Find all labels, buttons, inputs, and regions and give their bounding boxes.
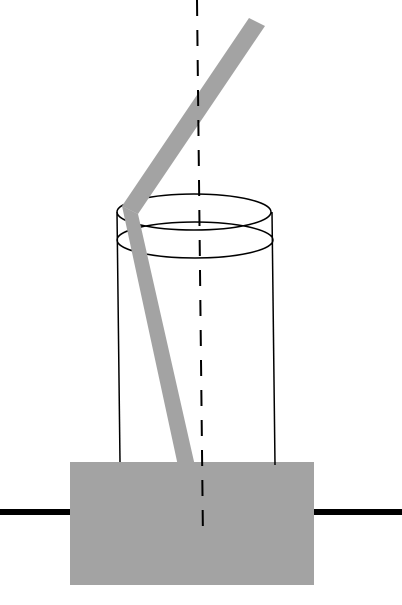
- dashed-vertical-axis: [196, 0, 204, 541]
- rod-upper-segment: [122, 18, 265, 214]
- water-surface: [116, 221, 274, 259]
- base-block: [70, 462, 314, 585]
- cylinder-right-wall: [271, 211, 276, 466]
- cylinder-top-rim: [116, 193, 272, 231]
- cylinder-left-wall: [116, 211, 121, 463]
- rod-lower-segment: [122, 206, 195, 466]
